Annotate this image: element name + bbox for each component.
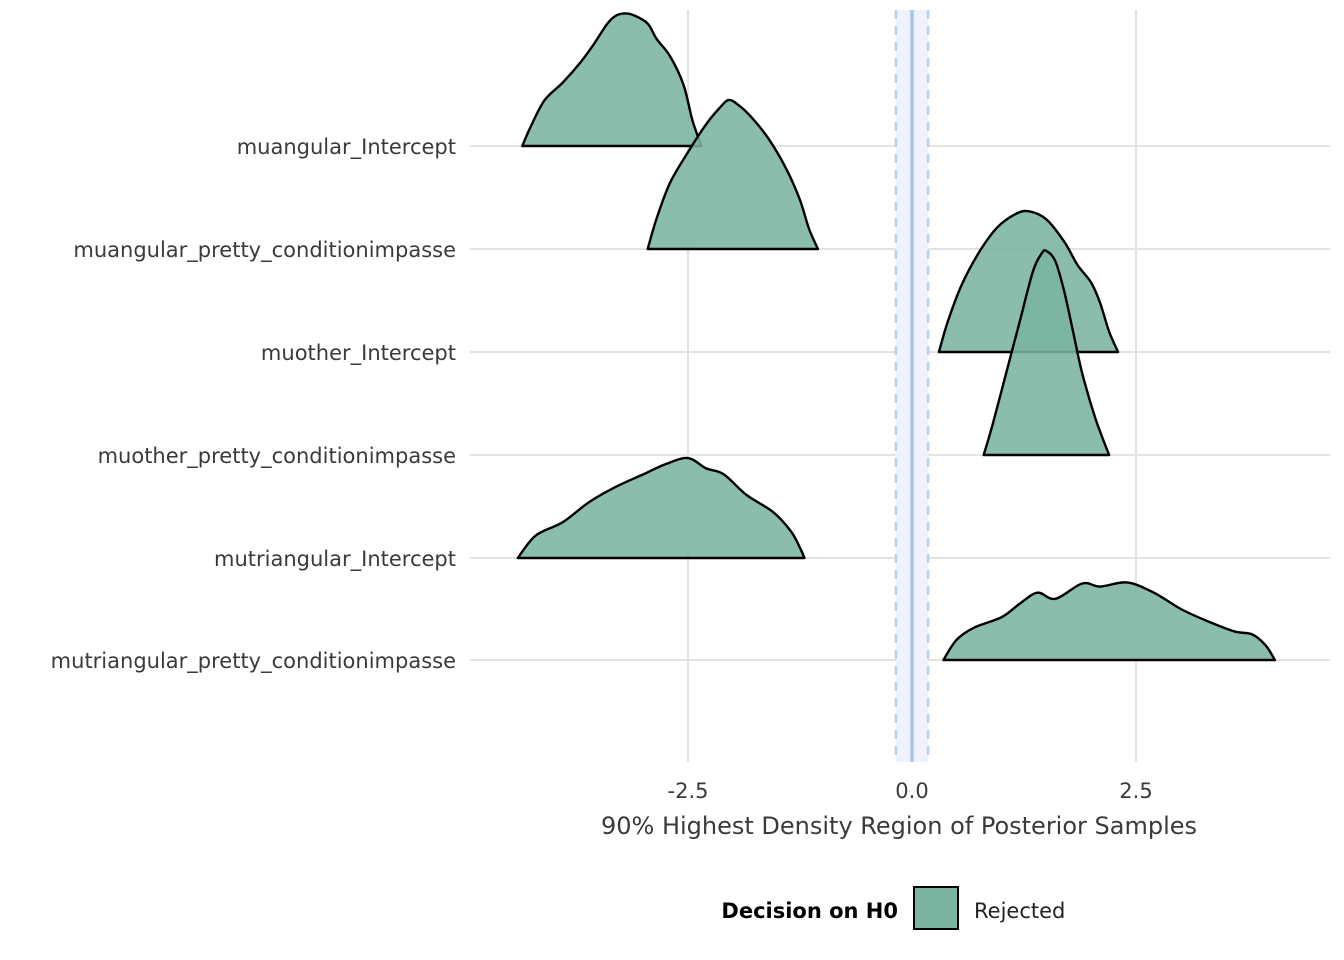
ridge-muangular_Intercept	[521, 12, 703, 148]
ridge-muother_Intercept	[937, 209, 1120, 354]
y-axis-labels: muangular_Intercept muangular_pretty_cond…	[51, 135, 456, 674]
x-axis-title: 90% Highest Density Region of Posterior …	[601, 812, 1197, 840]
legend: Decision on H0 Rejected	[721, 886, 1065, 930]
legend-title: Decision on H0	[721, 899, 898, 923]
y-label-mutriangular_pretty_conditionimpasse: mutriangular_pretty_conditionimpasse	[51, 649, 456, 674]
ridge-muother_pretty_conditionimpasse	[982, 248, 1111, 457]
density-ridges	[516, 12, 1277, 662]
rope-region	[894, 10, 930, 762]
y-label-muother_pretty_conditionimpasse: muother_pretty_conditionimpasse	[98, 444, 456, 469]
y-label-muangular_pretty_conditionimpasse: muangular_pretty_conditionimpasse	[73, 238, 456, 263]
y-label-muother_Intercept: muother_Intercept	[261, 341, 456, 366]
y-label-muangular_Intercept: muangular_Intercept	[237, 135, 456, 160]
y-label-mutriangular_Intercept: mutriangular_Intercept	[214, 547, 456, 572]
x-tick-2: 2.5	[1119, 779, 1152, 803]
legend-label-rejected: Rejected	[974, 899, 1065, 923]
x-tick-1: 0.0	[895, 779, 928, 803]
legend-swatch-rejected	[913, 886, 959, 930]
ridge-mutriangular_Intercept	[516, 456, 806, 560]
ridge-muangular_pretty_conditionimpasse	[646, 98, 820, 251]
x-axis-tick-labels: -2.5 0.0 2.5	[668, 779, 1153, 803]
ridge-mutriangular_pretty_conditionimpasse	[942, 581, 1277, 662]
x-tick-0: -2.5	[668, 779, 709, 803]
